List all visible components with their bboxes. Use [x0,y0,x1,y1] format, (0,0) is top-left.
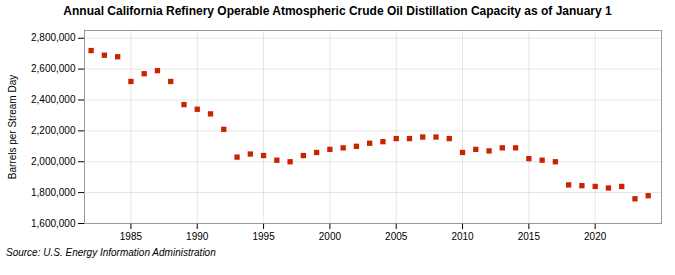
html-text:Source: U.S. Energy Informatio: Source: U.S. Energy Information Administ… [6,247,216,258]
svg-text:2,400,000: 2,400,000 [31,94,76,105]
svg-text:2005: 2005 [385,231,408,242]
svg-text:1990: 1990 [186,231,209,242]
svg-text:2,200,000: 2,200,000 [31,125,76,136]
svg-text:2,600,000: 2,600,000 [31,63,76,74]
svg-text:1985: 1985 [120,231,143,242]
svg-text:1995: 1995 [252,231,275,242]
svg-text:1,600,000: 1,600,000 [31,218,76,229]
svg-text:2020: 2020 [584,231,607,242]
svg-text:2,800,000: 2,800,000 [31,32,76,43]
svg-text:2015: 2015 [518,231,541,242]
svg-text:2010: 2010 [451,231,474,242]
svg-text:Barrels per Stream Day: Barrels per Stream Day [7,75,18,179]
svg-text:2,000,000: 2,000,000 [31,156,76,167]
svg-text:2000: 2000 [319,231,342,242]
svg-text:1,800,000: 1,800,000 [31,187,76,198]
html-text:Annual California Refinery Ope: Annual California Refinery Operable Atmo… [63,4,612,18]
